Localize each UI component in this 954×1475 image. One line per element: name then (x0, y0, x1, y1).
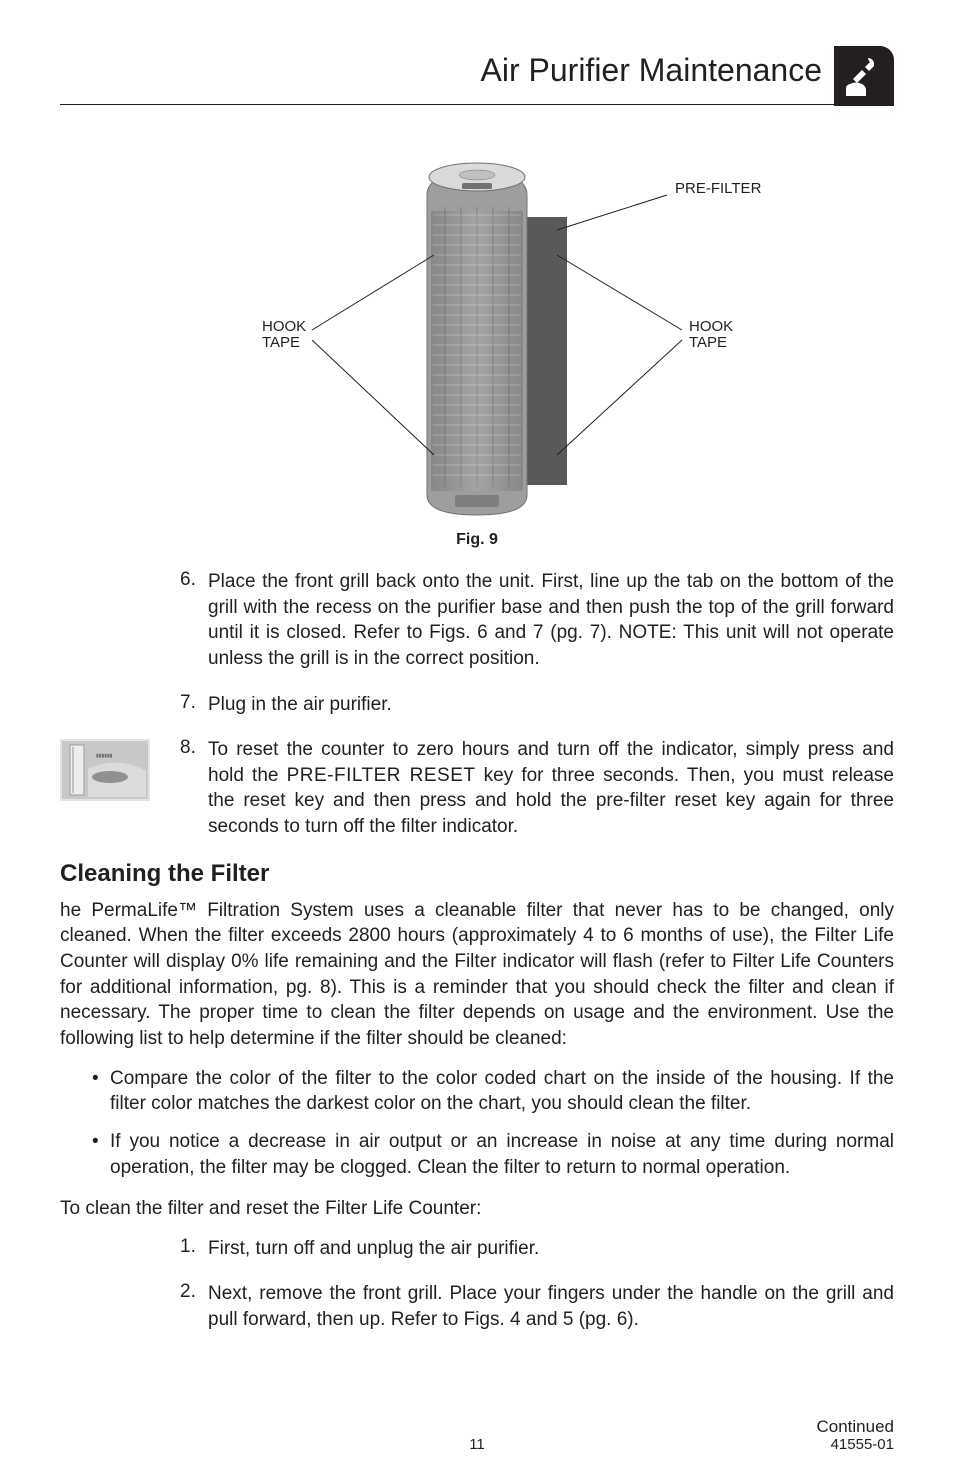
part-number: 41555-01 (831, 1436, 894, 1453)
page-footer: 11 Continued 41555-01 (60, 1436, 894, 1453)
step-num: 7. (180, 692, 208, 718)
continued-label: Continued (816, 1417, 894, 1437)
bullet-text: If you notice a decrease in air output o… (110, 1129, 894, 1180)
reset-button-thumb: ▮▮▮▮▮▮ (60, 739, 150, 801)
label-hooktape-r1: HOOK (689, 318, 733, 335)
bullet-item: • Compare the color of the filter to the… (92, 1066, 894, 1117)
wrench-hand-icon (842, 54, 886, 98)
section-para: he PermaLife™ Filtration System uses a c… (60, 898, 894, 1052)
label-hooktape-l2: TAPE (262, 334, 300, 351)
step-6: 6. Place the front grill back onto the u… (180, 569, 894, 672)
steps-continued: 6. Place the front grill back onto the u… (180, 569, 894, 840)
bullet-item: • If you notice a decrease in air output… (92, 1129, 894, 1180)
step-8-sc: PRE-FILTER RESET (287, 765, 476, 786)
grill-shade (431, 211, 523, 491)
label-hooktape-r2: TAPE (689, 334, 727, 351)
step-text: To reset the counter to zero hours and t… (208, 737, 894, 840)
step-8: 8. To reset the counter to zero hours an… (180, 737, 894, 840)
device-top-button (459, 170, 495, 180)
figure-9-svg: PRE-FILTER HOOK TAPE HOOK TAPE (127, 125, 827, 525)
page-title: Air Purifier Maintenance (481, 52, 822, 89)
figure-caption: Fig. 9 (60, 531, 894, 549)
step-text: Plug in the air purifier. (208, 692, 392, 718)
bullet-dot: • (92, 1066, 110, 1117)
bullet-list: • Compare the color of the filter to the… (92, 1066, 894, 1181)
step-num: 6. (180, 569, 208, 672)
maintenance-icon (834, 46, 894, 106)
label-hooktape-l1: HOOK (262, 318, 306, 335)
substeps: 1. First, turn off and unplug the air pu… (180, 1236, 894, 1333)
step-num: 2. (180, 1281, 208, 1332)
step-num: 8. (180, 737, 208, 840)
page-number: 11 (60, 1436, 894, 1453)
step-7: 7. Plug in the air purifier. (180, 692, 894, 718)
substep-1: 1. First, turn off and unplug the air pu… (180, 1236, 894, 1262)
bullet-text: Compare the color of the filter to the c… (110, 1066, 894, 1117)
svg-text:▮▮▮▮▮▮: ▮▮▮▮▮▮ (96, 753, 113, 759)
step-num: 1. (180, 1236, 208, 1262)
device-base (455, 495, 499, 507)
device-control (462, 183, 492, 189)
step-text: Place the front grill back onto the unit… (208, 569, 894, 672)
figure-9: PRE-FILTER HOOK TAPE HOOK TAPE Fig. 9 (60, 125, 894, 545)
bullet-dot: • (92, 1129, 110, 1180)
section-heading: Cleaning the Filter (60, 860, 894, 888)
section-lead: To clean the filter and reset the Filter… (60, 1196, 894, 1222)
step-text: First, turn off and unplug the air purif… (208, 1236, 539, 1262)
page-header: Air Purifier Maintenance (60, 40, 894, 105)
substep-2: 2. Next, remove the front grill. Place y… (180, 1281, 894, 1332)
step-text: Next, remove the front grill. Place your… (208, 1281, 894, 1332)
label-prefilter: PRE-FILTER (675, 180, 762, 197)
